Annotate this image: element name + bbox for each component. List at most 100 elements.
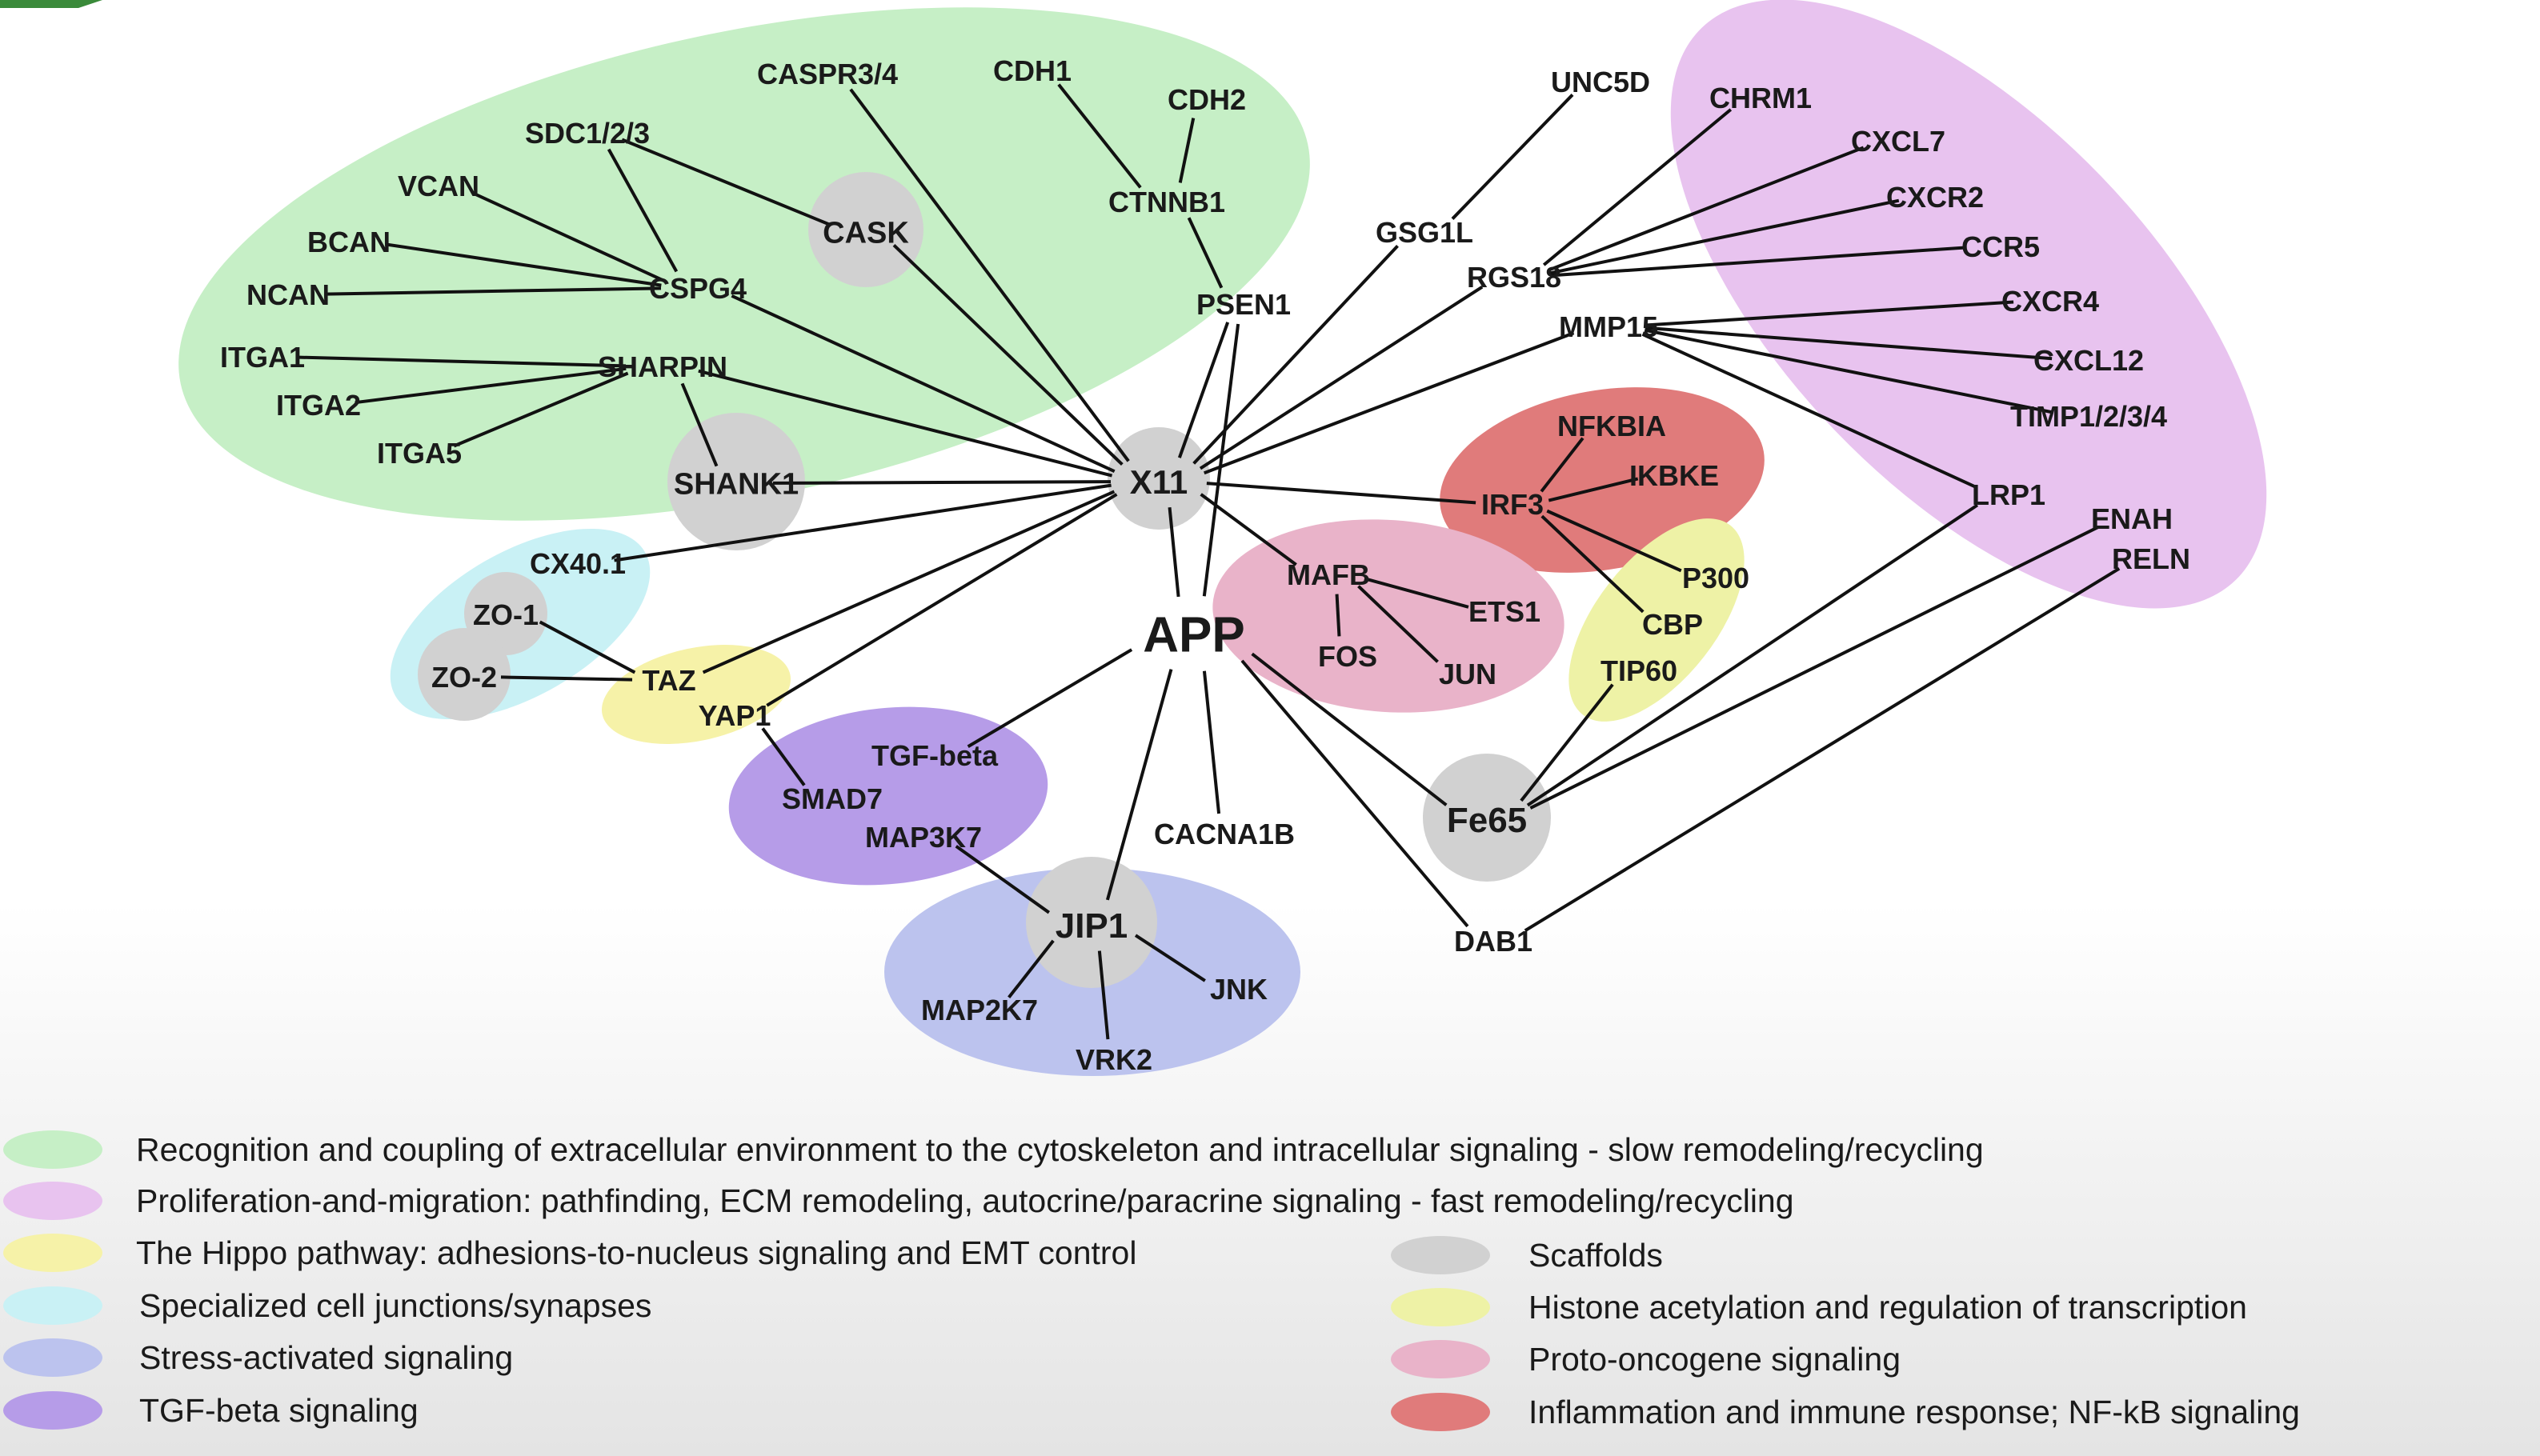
legend-swatch-histone [1391,1288,1490,1326]
legend-swatch-proliferation [3,1182,102,1220]
legend-swatch-inflammation [1391,1393,1490,1431]
legend-swatch-scaffold [1391,1236,1490,1274]
edge-p300-irf3 [1546,509,1682,573]
edge-jip1-app [1105,669,1173,901]
node-rgs18: RGS18 [1467,261,1561,294]
node-cxcr4: CXCR4 [2001,285,2099,318]
legend-item-proto: Proto-oncogene signaling [1528,1341,1901,1378]
legend-item-tgf: TGF-beta signaling [139,1392,419,1429]
node-cacna1b: CACNA1B [1154,818,1295,850]
edge-jnk-jip1 [1134,934,1206,982]
edge-unc5d-gsg1l [1451,94,1574,220]
edges [298,83,2121,1040]
legend-swatch-recognition [3,1130,102,1169]
edge-cdh1-ctnnb1 [1057,83,1142,189]
node-vrk2: VRK2 [1076,1043,1152,1076]
node-enah: ENAH [2091,502,2173,535]
region-recognition [178,7,1310,521]
edge-cxcl12-mmp15 [1645,326,2053,361]
node-zo1: ZO-1 [473,598,539,631]
edge-reln-dab1 [1524,567,2121,932]
node-psen1: PSEN1 [1196,288,1291,321]
node-yap1: YAP1 [699,699,771,732]
legend: Recognition and coupling of extracellula… [3,1130,2300,1431]
edge-vcan-cspg4 [471,191,665,282]
legend-swatch-proto [1391,1340,1490,1378]
node-x11: X11 [1130,463,1188,501]
node-bcan: BCAN [307,226,391,258]
edge-cbp-irf3 [1540,514,1645,614]
edge-x11-app [1168,506,1180,598]
edge-itga1-sharpin [298,355,627,368]
edge-x11-mafb [1200,493,1297,566]
node-itga1: ITGA1 [220,341,305,374]
node-sharpin: SHARPIN [598,350,727,383]
region-tgf [728,706,1048,886]
node-chrm1: CHRM1 [1709,82,1812,114]
node-unc5d: UNC5D [1551,66,1650,98]
edge-vrk2-jip1 [1097,950,1110,1040]
edge-x11-caspr [849,88,1130,462]
node-cdh1: CDH1 [993,54,1072,87]
legend-item-histone: Histone acetylation and regulation of tr… [1528,1289,2247,1326]
node-cx40: CX40.1 [530,547,626,580]
node-jnk: JNK [1210,973,1268,1006]
node-cxcr2: CXCR2 [1886,181,1984,214]
edge-map3k7-jip1 [955,845,1051,914]
node-sdc: SDC1/2/3 [525,117,650,150]
edge-x11-irf3 [1206,482,1476,505]
node-lrp1: LRP1 [1972,478,2045,511]
edge-x11-cspg4 [731,294,1116,474]
node-cxcl7: CXCL7 [1851,125,1945,158]
node-map3k7: MAP3K7 [865,821,982,854]
edge-cxcl7-rgs18 [1548,146,1865,272]
edge-lrp1-mmp15 [1641,332,1976,489]
node-ctnnb1: CTNNB1 [1108,186,1225,218]
group-regions [178,0,2267,1076]
node-cdh2: CDH2 [1168,83,1246,116]
node-jun: JUN [1439,658,1496,690]
node-timp: TIMP1/2/3/4 [2010,400,2167,433]
node-labels: APP X11 Fe65 JIP1 CASK SHANK1 ZO-1 ZO-2 CASPR3/4… [220,54,2190,1076]
edge-fe65-app [1251,652,1448,806]
corner-tab [0,0,102,8]
edge-nfkbia-irf3 [1540,437,1584,493]
legend-item-proliferation: Proliferation-and-migration: pathfinding… [136,1182,1794,1219]
node-tip60: TIP60 [1601,654,1677,687]
legend-item-hippo: The Hippo pathway: adhesions-to-nucleus … [136,1234,1136,1271]
edge-cxcr4-mmp15 [1645,300,2014,327]
edge-x11-psen1 [1177,322,1230,458]
edge-cxcr2-rgs18 [1549,198,1900,275]
edge-cacna1b-app [1202,670,1221,814]
node-dab1: DAB1 [1454,925,1532,958]
edge-x11-taz [702,490,1116,674]
node-reln: RELN [2112,542,2190,575]
edge-sdc-cspg4 [607,148,679,273]
edge-x11-rgs18 [1199,285,1484,470]
node-ncan: NCAN [246,278,330,311]
node-shank1: SHANK1 [674,468,799,502]
edge-x11-cx40 [614,483,1112,562]
edge-ctnnb1-psen1 [1187,217,1224,289]
edge-tip60-fe65 [1520,683,1614,802]
legend-swatch-stress [3,1338,102,1377]
legend-swatch-hippo [3,1234,102,1272]
edge-x11-sharpin [698,369,1113,478]
node-cask: CASK [823,217,909,250]
node-ikbke: IKBKE [1629,459,1719,492]
edge-chrm1-rgs18 [1542,108,1733,266]
node-caspr: CASPR3/4 [757,58,898,90]
edge-jun-mafb [1357,585,1439,663]
scaffold-disc-shank1 [667,413,805,550]
edge-ikbke-irf3 [1548,477,1639,502]
legend-item-stress: Stress-activated signaling [139,1339,513,1376]
edge-x11-mmp15 [1204,331,1575,475]
edge-x11-yap1 [766,493,1118,707]
node-fe65: Fe65 [1447,801,1527,840]
edge-bcan-cspg4 [385,242,662,287]
node-cspg4: CSPG4 [649,272,747,305]
node-taz: TAZ [642,664,695,697]
node-cxcl12: CXCL12 [2033,344,2144,377]
edge-map2k7-jip1 [1008,939,1055,998]
